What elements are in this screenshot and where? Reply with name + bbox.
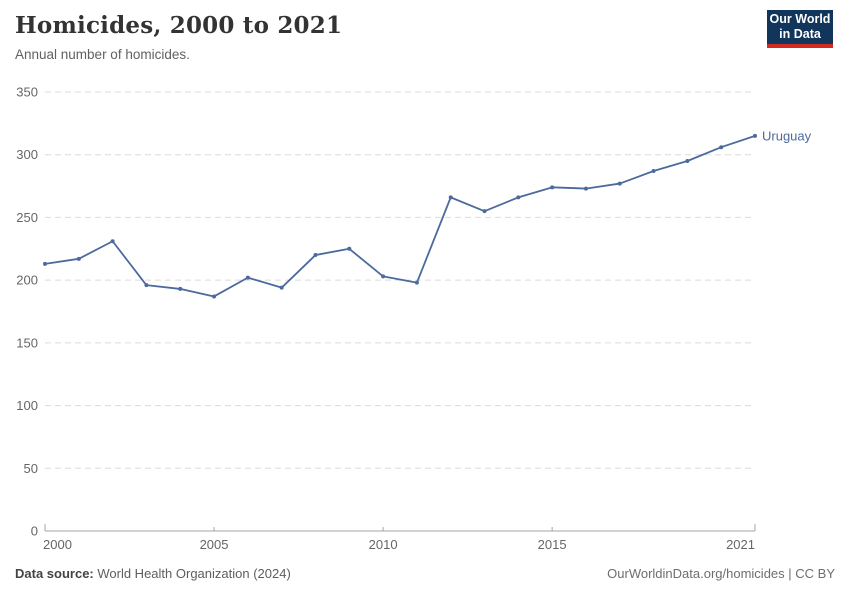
data-point (753, 133, 757, 138)
data-point (583, 186, 588, 191)
y-axis-tick-label: 350 (16, 85, 38, 100)
owid-logo-text: Our World in Data (769, 12, 831, 41)
series-line-uruguay (44, 135, 756, 298)
x-axis-tick-label: 2015 (538, 537, 567, 552)
data-point (178, 286, 183, 291)
chart-footer: Data source: World Health Organization (… (15, 566, 835, 581)
data-point (43, 261, 47, 266)
y-axis-tick-label: 100 (16, 398, 38, 413)
chart-title: Homicides, 2000 to 2021 (15, 12, 343, 39)
data-point (448, 195, 453, 200)
data-point (313, 253, 318, 258)
x-axis-tick-label: 2021 (726, 537, 755, 552)
license-link[interactable]: OurWorldinData.org/homicides | CC BY (607, 566, 835, 581)
data-point (110, 239, 115, 244)
data-point (381, 274, 386, 279)
data-point (76, 256, 81, 261)
data-point (719, 145, 724, 150)
data-source-value: World Health Organization (2024) (93, 566, 291, 581)
x-axis-tick-label: 2005 (200, 537, 229, 552)
chart-header: Homicides, 2000 to 2021 Annual number of… (15, 10, 835, 62)
data-point (414, 280, 419, 285)
y-axis-tick-label: 250 (16, 210, 38, 225)
x-axis-tick-label: 2010 (369, 537, 398, 552)
data-point (482, 209, 487, 214)
line-chart: 0 50 100 150 200 250 300 350 2000 2005 2010 2015 202… (16, 85, 812, 553)
data-point (516, 195, 521, 200)
owid-logo[interactable]: Our World in Data (767, 10, 833, 48)
data-point (651, 169, 656, 174)
y-axis-tick-label: 50 (24, 461, 38, 476)
data-source-label: Data source: (15, 566, 94, 581)
data-source-note: Data source: World Health Organization (… (15, 566, 291, 581)
data-point (617, 181, 622, 186)
y-axis-tick-label: 200 (16, 273, 38, 288)
data-point (347, 246, 352, 251)
data-point (279, 285, 284, 290)
y-axis-tick-label: 300 (16, 147, 38, 162)
y-axis-tick-label: 150 (16, 335, 38, 350)
data-point (144, 283, 149, 288)
data-point (550, 185, 555, 190)
x-axis-tick-label: 2000 (43, 537, 72, 552)
chart-subtitle: Annual number of homicides. (15, 46, 190, 62)
series-label-uruguay: Uruguay (762, 128, 812, 143)
y-axis-tick-label: 0 (31, 524, 38, 539)
data-point (685, 158, 690, 163)
data-point (212, 294, 217, 299)
data-point (245, 275, 250, 280)
